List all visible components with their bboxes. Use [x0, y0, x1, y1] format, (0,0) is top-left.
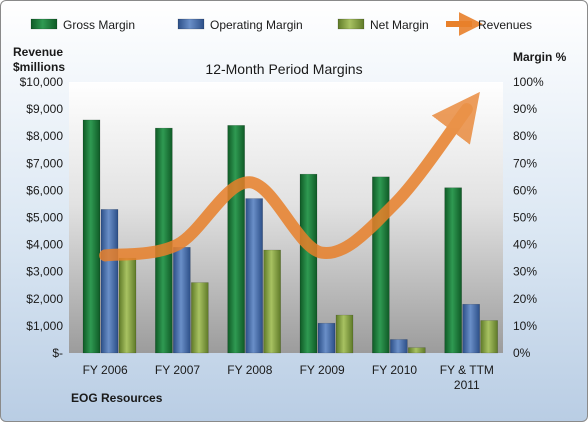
x-tick-label: FY 2006: [83, 363, 128, 377]
bar-gross-margin: [444, 187, 462, 354]
y-right-tick-label: 10%: [513, 319, 537, 333]
bar-gross-margin: [299, 173, 318, 354]
x-tick-label: FY 2010: [372, 363, 417, 377]
bar-net-margin: [191, 282, 209, 354]
company-label: EOG Resources: [71, 391, 163, 405]
y-right-tick-label: 90%: [513, 102, 537, 116]
x-tick-label: FY 2007: [155, 363, 200, 377]
y-left-axis: $- $1,000 $2,000 $3,000 $4,000 $5,000 $6,000 $7…: [20, 75, 64, 360]
legend-label: Operating Margin: [210, 18, 303, 32]
y-left-tick-label: $2,000: [26, 292, 63, 306]
legend-label: Gross Margin: [63, 18, 135, 32]
bar-gross-margin: [227, 125, 245, 354]
y-left-label-line2: $millions: [13, 60, 65, 74]
y-left-tick-label: $5,000: [26, 211, 63, 225]
bar-operating-margin: [245, 198, 263, 354]
x-axis: FY 2006 FY 2007 FY 2008 FY 2009 FY 2010 FY & …: [83, 363, 494, 392]
bar-net-margin: [335, 314, 354, 354]
x-tick-label: FY 2009: [300, 363, 345, 377]
y-left-tick-label: $6,000: [26, 183, 63, 197]
bar-net-margin: [408, 347, 426, 354]
chart-title: 12-Month Period Margins: [205, 61, 362, 77]
bar-gross-margin: [82, 119, 101, 354]
y-right-tick-label: 40%: [513, 238, 537, 252]
x-tick-label: FY & TTM: [440, 363, 494, 377]
y-right-tick-label: 50%: [513, 211, 537, 225]
y-left-label-line1: Revenue: [13, 45, 63, 59]
x-tick-label: FY 2008: [227, 363, 272, 377]
bar-operating-margin: [462, 303, 480, 354]
bar-operating-margin: [317, 322, 336, 354]
y-right-axis: 0% 10% 20% 30% 40% 50% 60% 70% 80% 90% 100%: [513, 75, 544, 360]
bar-net-margin: [480, 320, 498, 354]
y-left-tick-label: $10,000: [20, 75, 64, 89]
bar-net-margin: [118, 257, 137, 354]
legend-swatch: [30, 18, 58, 30]
revenue-line: [99, 91, 480, 262]
y-left-tick-label: $3,000: [26, 265, 63, 279]
y-right-label: Margin %: [513, 50, 567, 64]
y-right-tick-label: 20%: [513, 292, 537, 306]
y-right-tick-label: 70%: [513, 156, 537, 170]
legend-label: Revenues: [478, 18, 532, 32]
y-right-tick-label: 0%: [513, 346, 531, 360]
bar-operating-margin: [173, 247, 191, 354]
legend: Gross Margin Operating Margin Net Margin Re…: [30, 12, 532, 36]
legend-swatch: [177, 18, 205, 30]
y-right-tick-label: 80%: [513, 129, 537, 143]
legend-swatch: [337, 18, 365, 30]
bar-operating-margin: [100, 209, 119, 354]
y-left-tick-label: $9,000: [26, 102, 63, 116]
y-right-tick-label: 60%: [513, 183, 537, 197]
y-right-tick-label: 30%: [513, 265, 537, 279]
legend-label: Net Margin: [370, 18, 429, 32]
y-left-tick-label: $7,000: [26, 156, 63, 170]
x-tick-label: 2011: [454, 378, 480, 392]
revenue-line-path: [99, 91, 480, 262]
bar-gross-margin: [155, 127, 173, 354]
y-right-tick-label: 100%: [513, 75, 544, 89]
y-left-tick-label: $-: [52, 346, 63, 360]
y-left-tick-label: $4,000: [26, 238, 63, 252]
bar-net-margin: [263, 249, 281, 354]
bar-operating-margin: [390, 339, 408, 354]
y-left-tick-label: $1,000: [26, 319, 63, 333]
y-left-tick-label: $8,000: [26, 129, 63, 143]
